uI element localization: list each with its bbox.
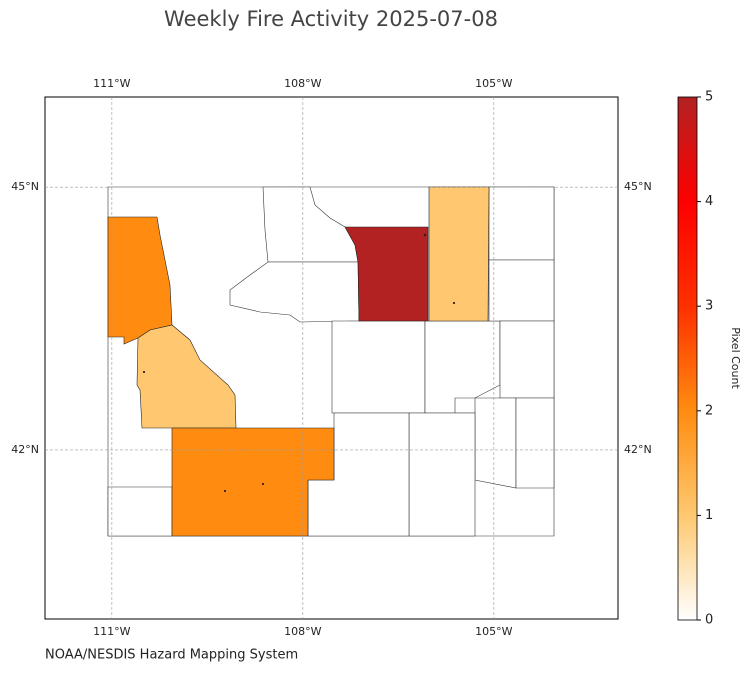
fire-regions xyxy=(107,186,490,537)
y-tick-label: 42°N xyxy=(11,443,39,456)
x-tick-label: 108°W xyxy=(284,77,321,90)
fire-point xyxy=(261,482,265,486)
x-tick-label: 108°W xyxy=(284,625,321,638)
colorbar xyxy=(677,96,698,621)
fire-point xyxy=(142,370,146,374)
fire-detections xyxy=(142,233,456,493)
colorbar-tick-label: 2 xyxy=(705,403,713,418)
county xyxy=(107,486,173,537)
county xyxy=(488,186,555,261)
grid xyxy=(45,97,618,619)
colorbar-tick-label: 0 xyxy=(705,613,713,628)
x-tick-label: 105°W xyxy=(475,625,512,638)
county xyxy=(499,320,555,399)
county xyxy=(331,320,426,414)
colorbar-label: Pixel Count xyxy=(729,327,742,389)
credit: NOAA/NESDIS Hazard Mapping System xyxy=(45,648,298,663)
x-tick-label: 105°W xyxy=(475,77,512,90)
y-tick-label: 45°N xyxy=(11,180,39,193)
fire-county xyxy=(136,324,237,429)
fire-point xyxy=(452,301,456,305)
x-tick-label: 111°W xyxy=(93,625,130,638)
county xyxy=(474,397,517,489)
x-tick-label: 111°W xyxy=(93,77,130,90)
fire-point xyxy=(223,489,227,493)
county xyxy=(515,397,555,489)
county xyxy=(488,259,555,322)
colorbar-tick-label: 1 xyxy=(705,508,713,523)
title: Weekly Fire Activity 2025-07-08 xyxy=(164,7,498,31)
fire-county xyxy=(428,186,490,322)
y-tick-label: 42°N xyxy=(624,443,652,456)
colorbar-tick-label: 3 xyxy=(705,299,713,314)
fire-point xyxy=(423,233,427,237)
county xyxy=(408,412,476,537)
fire-county xyxy=(171,427,335,537)
colorbar-tick-label: 5 xyxy=(705,90,713,105)
colorbar-tick-label: 4 xyxy=(705,194,713,209)
y-tick-label: 45°N xyxy=(624,180,652,193)
fire-county xyxy=(344,226,429,322)
